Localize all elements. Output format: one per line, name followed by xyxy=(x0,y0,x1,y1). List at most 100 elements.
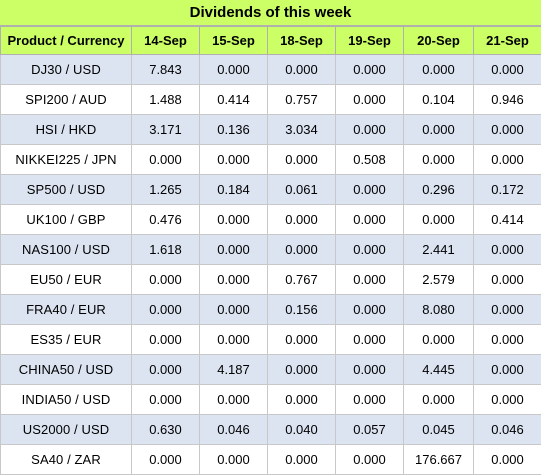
dividend-value-cell: 0.476 xyxy=(132,205,200,235)
dividend-value-cell: 0.000 xyxy=(474,325,541,355)
dividend-value-cell: 0.000 xyxy=(132,385,200,415)
dividend-value-cell: 0.000 xyxy=(474,445,541,475)
dividend-value-cell: 0.000 xyxy=(474,265,541,295)
dividend-value-cell: 0.000 xyxy=(336,55,404,85)
dividend-value-cell: 0.045 xyxy=(404,415,474,445)
dividend-value-cell: 0.104 xyxy=(404,85,474,115)
dividend-value-cell: 0.172 xyxy=(474,175,541,205)
dividend-value-cell: 0.000 xyxy=(474,295,541,325)
dividend-value-cell: 0.000 xyxy=(474,115,541,145)
header-row: Product / Currency 14-Sep 15-Sep 18-Sep … xyxy=(1,27,541,55)
dividend-value-cell: 0.000 xyxy=(132,295,200,325)
product-cell: NIKKEI225 / JPN xyxy=(1,145,132,175)
dividend-value-cell: 0.000 xyxy=(200,235,268,265)
dividend-value-cell: 4.445 xyxy=(404,355,474,385)
dividend-value-cell: 0.057 xyxy=(336,415,404,445)
dividends-table: Product / Currency 14-Sep 15-Sep 18-Sep … xyxy=(0,26,541,475)
dividend-value-cell: 0.000 xyxy=(200,55,268,85)
dividends-table-panel: Dividends of this week Product / Currenc… xyxy=(0,0,541,416)
product-cell: FRA40 / EUR xyxy=(1,295,132,325)
dividend-value-cell: 0.414 xyxy=(200,85,268,115)
dividend-value-cell: 0.000 xyxy=(132,325,200,355)
dividend-value-cell: 0.000 xyxy=(336,175,404,205)
dividend-value-cell: 0.000 xyxy=(336,445,404,475)
dividend-value-cell: 7.843 xyxy=(132,55,200,85)
product-cell: CHINA50 / USD xyxy=(1,355,132,385)
dividend-value-cell: 0.000 xyxy=(200,445,268,475)
dividend-value-cell: 0.000 xyxy=(268,385,336,415)
dividend-value-cell: 0.046 xyxy=(200,415,268,445)
dividend-value-cell: 0.000 xyxy=(336,325,404,355)
header-date: 14-Sep xyxy=(132,27,200,55)
dividend-value-cell: 0.946 xyxy=(474,85,541,115)
dividend-value-cell: 0.000 xyxy=(474,55,541,85)
dividend-value-cell: 0.000 xyxy=(336,205,404,235)
dividend-value-cell: 0.040 xyxy=(268,415,336,445)
dividend-value-cell: 0.000 xyxy=(268,355,336,385)
header-product-currency: Product / Currency xyxy=(1,27,132,55)
dividend-value-cell: 2.579 xyxy=(404,265,474,295)
dividend-value-cell: 176.667 xyxy=(404,445,474,475)
dividend-value-cell: 1.265 xyxy=(132,175,200,205)
dividend-value-cell: 0.000 xyxy=(200,265,268,295)
header-date: 15-Sep xyxy=(200,27,268,55)
product-cell: HSI / HKD xyxy=(1,115,132,145)
dividend-value-cell: 0.156 xyxy=(268,295,336,325)
dividend-value-cell: 0.757 xyxy=(268,85,336,115)
dividend-value-cell: 0.000 xyxy=(336,385,404,415)
dividend-value-cell: 3.034 xyxy=(268,115,336,145)
dividend-value-cell: 0.000 xyxy=(268,325,336,355)
dividend-value-cell: 0.296 xyxy=(404,175,474,205)
header-date: 21-Sep xyxy=(474,27,541,55)
dividend-value-cell: 4.187 xyxy=(200,355,268,385)
dividend-value-cell: 2.441 xyxy=(404,235,474,265)
dividend-value-cell: 0.000 xyxy=(200,205,268,235)
dividend-value-cell: 3.171 xyxy=(132,115,200,145)
product-cell: SPI200 / AUD xyxy=(1,85,132,115)
dividend-value-cell: 0.000 xyxy=(404,385,474,415)
dividend-value-cell: 0.061 xyxy=(268,175,336,205)
table-title: Dividends of this week xyxy=(0,0,541,26)
product-cell: INDIA50 / USD xyxy=(1,385,132,415)
dividend-value-cell: 0.767 xyxy=(268,265,336,295)
dividend-value-cell: 0.000 xyxy=(474,385,541,415)
dividend-value-cell: 0.000 xyxy=(132,445,200,475)
dividend-value-cell: 0.000 xyxy=(336,355,404,385)
dividend-value-cell: 0.000 xyxy=(132,265,200,295)
dividend-value-cell: 0.414 xyxy=(474,205,541,235)
dividend-value-cell: 0.000 xyxy=(474,145,541,175)
dividend-value-cell: 0.000 xyxy=(336,265,404,295)
dividend-value-cell: 0.000 xyxy=(132,145,200,175)
product-cell: US2000 / USD xyxy=(1,415,132,445)
dividend-value-cell: 0.000 xyxy=(132,355,200,385)
dividend-value-cell: 0.000 xyxy=(200,385,268,415)
dividend-value-cell: 0.000 xyxy=(474,235,541,265)
header-date: 20-Sep xyxy=(404,27,474,55)
dividend-value-cell: 0.000 xyxy=(404,55,474,85)
header-date: 18-Sep xyxy=(268,27,336,55)
dividend-value-cell: 0.184 xyxy=(200,175,268,205)
dividend-value-cell: 0.000 xyxy=(200,145,268,175)
dividend-value-cell: 0.046 xyxy=(474,415,541,445)
dividend-value-cell: 0.000 xyxy=(268,205,336,235)
dividend-value-cell: 0.000 xyxy=(336,235,404,265)
dividend-value-cell: 0.000 xyxy=(200,295,268,325)
product-cell: ES35 / EUR xyxy=(1,325,132,355)
dividend-value-cell: 0.000 xyxy=(268,445,336,475)
dividend-value-cell: 0.000 xyxy=(200,325,268,355)
product-cell: UK100 / GBP xyxy=(1,205,132,235)
dividend-value-cell: 8.080 xyxy=(404,295,474,325)
dividend-value-cell: 0.000 xyxy=(404,145,474,175)
